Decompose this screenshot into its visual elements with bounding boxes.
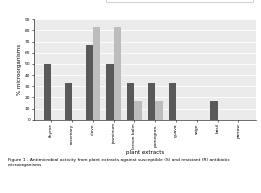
- X-axis label: plant extracts: plant extracts: [126, 150, 164, 155]
- Bar: [93, 27, 100, 120]
- Bar: [86, 45, 93, 120]
- Y-axis label: % microorganisms: % microorganisms: [17, 44, 22, 95]
- Bar: [44, 64, 51, 120]
- Bar: [114, 27, 121, 120]
- Bar: [65, 83, 72, 120]
- Bar: [127, 83, 134, 120]
- Text: Figure 1 - Antimicrobial activity from plant extracts against susceptible (S) an: Figure 1 - Antimicrobial activity from p…: [8, 158, 230, 167]
- Bar: [210, 101, 218, 120]
- Bar: [169, 83, 176, 120]
- Bar: [148, 83, 155, 120]
- Bar: [155, 101, 163, 120]
- Legend: susceptible microorganisms, resistant microorganisms: susceptible microorganisms, resistant mi…: [106, 0, 253, 2]
- Bar: [134, 101, 142, 120]
- Bar: [106, 64, 114, 120]
